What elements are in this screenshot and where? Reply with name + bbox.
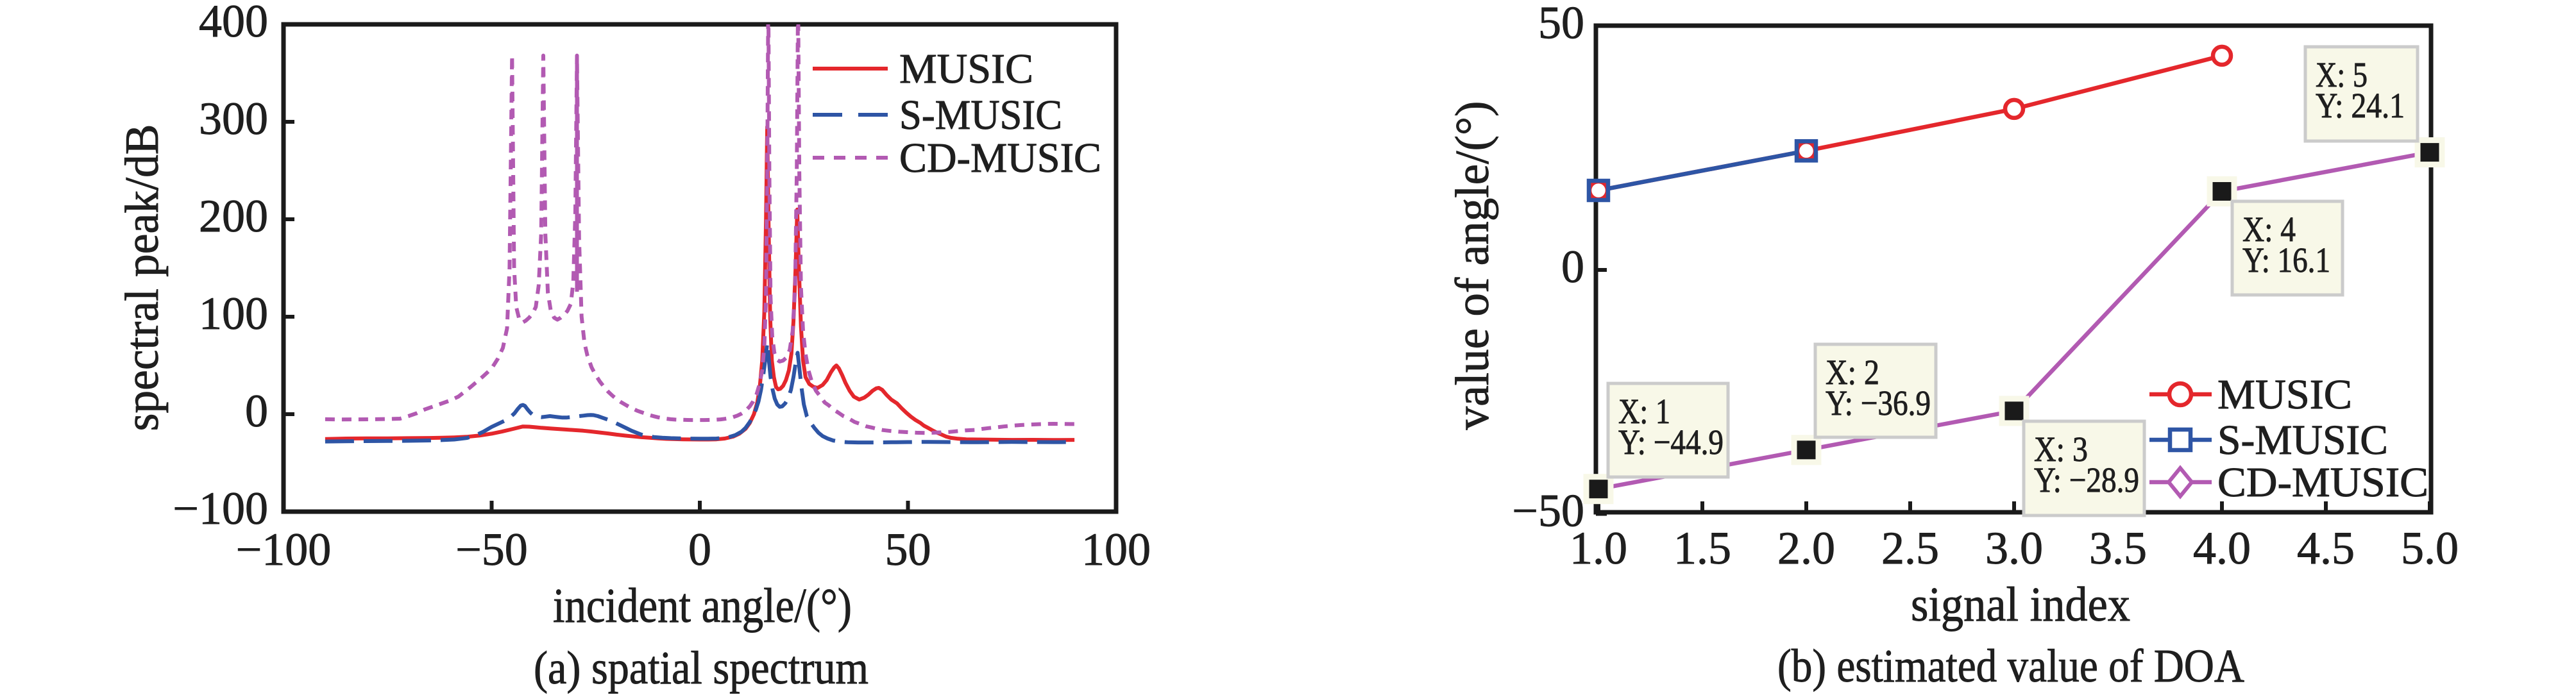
svg-text:MUSIC: MUSIC (899, 46, 1033, 92)
svg-text:2.5: 2.5 (1881, 523, 1939, 574)
svg-text:−50: −50 (1512, 485, 1584, 537)
svg-text:1.0: 1.0 (1570, 523, 1627, 574)
svg-text:50: 50 (885, 524, 931, 575)
svg-text:S-MUSIC: S-MUSIC (899, 92, 1062, 138)
svg-text:0: 0 (688, 524, 711, 575)
svg-text:Y: 24.1: Y: 24.1 (2316, 86, 2405, 125)
svg-text:Y: −28.9: Y: −28.9 (2034, 460, 2139, 499)
svg-text:1.5: 1.5 (1674, 523, 1731, 574)
svg-text:value of angle/(°): value of angle/(°) (1446, 101, 1499, 430)
svg-text:0: 0 (1561, 241, 1584, 292)
svg-text:X: 2: X: 2 (1826, 353, 1879, 392)
svg-text:400: 400 (199, 0, 268, 47)
svg-text:200: 200 (199, 190, 268, 242)
svg-text:−100: −100 (173, 483, 268, 534)
svg-text:CD-MUSIC: CD-MUSIC (2217, 459, 2428, 506)
svg-text:signal index: signal index (1911, 578, 2130, 632)
svg-text:100: 100 (199, 288, 268, 339)
svg-text:100: 100 (1081, 524, 1151, 575)
svg-text:50: 50 (1538, 0, 1584, 49)
svg-text:MUSIC: MUSIC (2217, 371, 2352, 418)
svg-text:X: 1: X: 1 (1618, 392, 1670, 431)
svg-text:0: 0 (245, 385, 268, 437)
svg-text:Y: −36.9: Y: −36.9 (1826, 383, 1931, 423)
svg-text:−100: −100 (236, 524, 332, 575)
svg-text:X: 5: X: 5 (2316, 55, 2368, 94)
svg-text:spectral peak/dB: spectral peak/dB (116, 124, 169, 431)
svg-text:2.0: 2.0 (1777, 523, 1835, 574)
svg-text:X: 3: X: 3 (2034, 430, 2088, 469)
svg-text:4.5: 4.5 (2297, 523, 2355, 574)
svg-text:Y: −44.9: Y: −44.9 (1618, 423, 1724, 462)
svg-text:300: 300 (199, 93, 268, 144)
svg-text:Y: 16.1: Y: 16.1 (2242, 240, 2330, 280)
svg-text:incident angle/(°): incident angle/(°) (553, 579, 852, 633)
svg-text:(a) spatial spectrum: (a) spatial spectrum (534, 642, 869, 694)
svg-text:3.5: 3.5 (2089, 523, 2147, 574)
svg-text:CD-MUSIC: CD-MUSIC (899, 135, 1101, 181)
svg-text:4.0: 4.0 (2193, 523, 2251, 574)
svg-text:−50: −50 (455, 524, 528, 575)
svg-text:S-MUSIC: S-MUSIC (2217, 417, 2388, 464)
svg-text:(b) estimated value of DOA: (b) estimated value of DOA (1777, 640, 2244, 692)
svg-text:5.0: 5.0 (2401, 523, 2459, 574)
svg-text:3.0: 3.0 (1985, 523, 2043, 574)
svg-text:X: 4: X: 4 (2242, 210, 2296, 249)
